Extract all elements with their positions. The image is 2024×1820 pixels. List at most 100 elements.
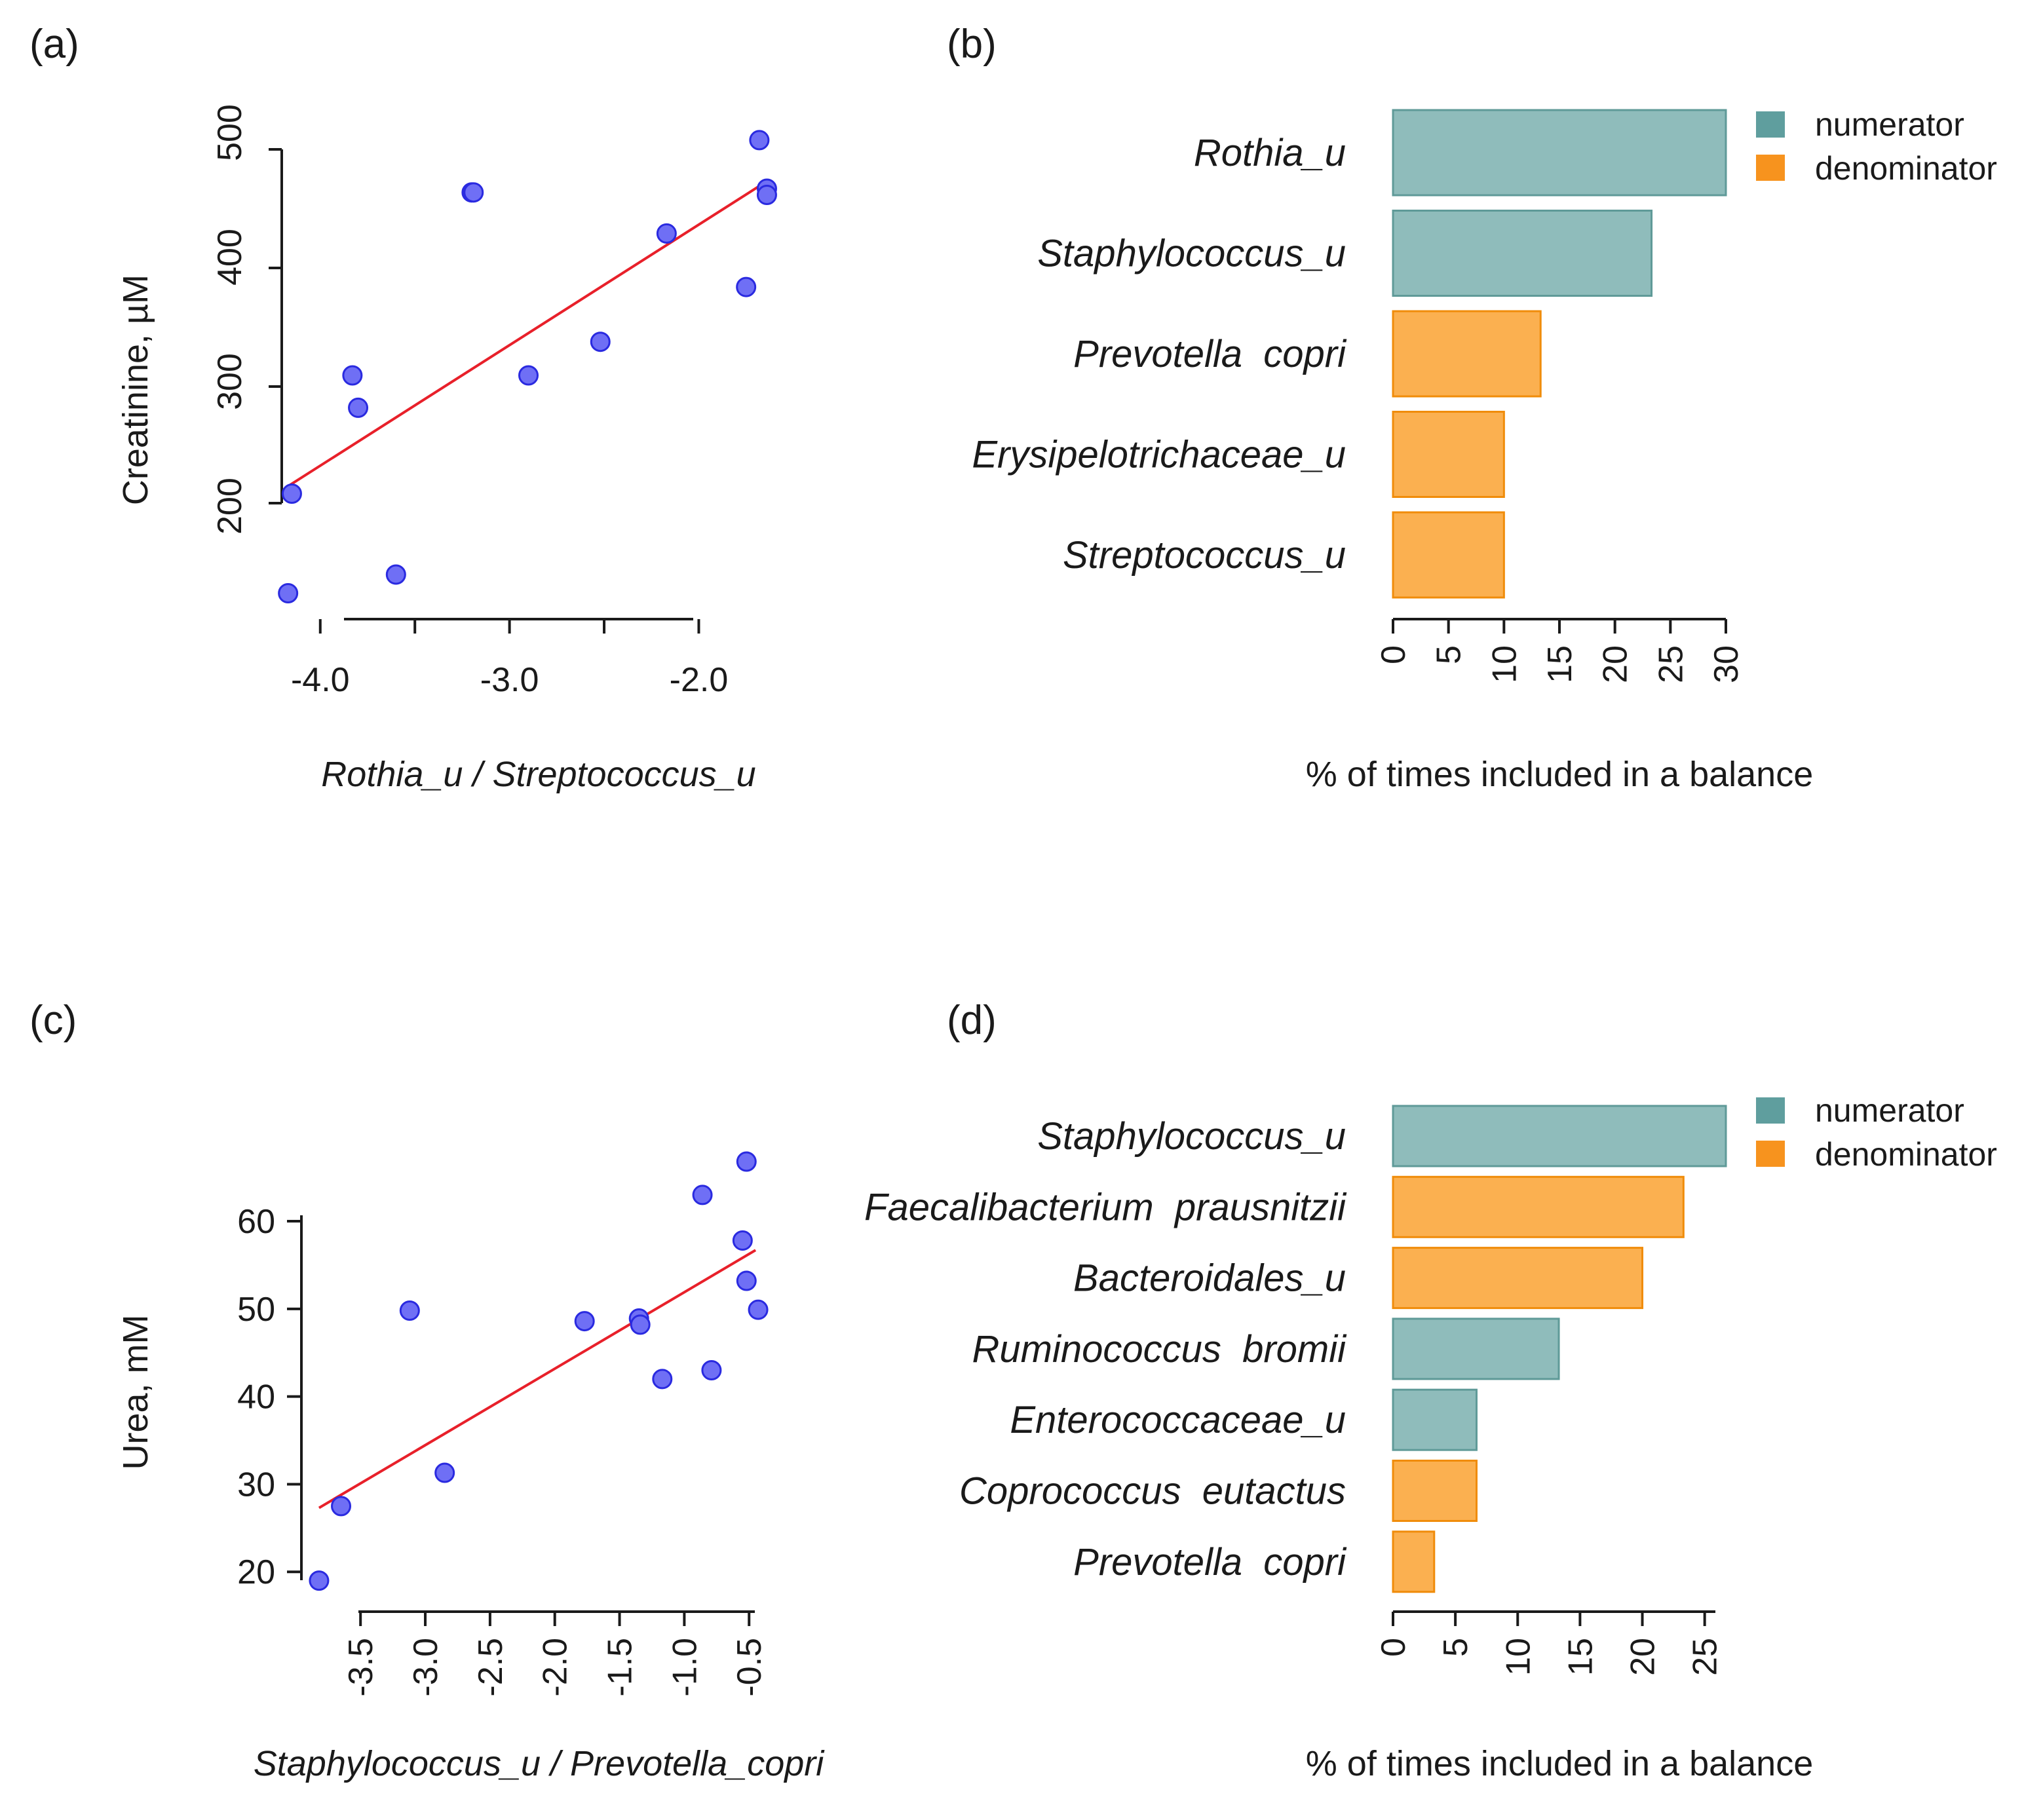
d-category-label: Bacteroidales_u: [1073, 1257, 1346, 1300]
a-x-tick-label: -3.0: [480, 661, 539, 699]
b-category-label: Rothia_u: [1194, 132, 1346, 174]
panel-b-legend-denominator-swatch: [1756, 155, 1785, 181]
panel-d-bars: [1392, 1105, 1727, 1593]
b-category-label: Streptococcus_u: [1063, 534, 1346, 577]
c-x-tick-label: -2.0: [537, 1638, 575, 1697]
panel-b-legend-denominator-label: denominator: [1815, 150, 1997, 187]
a-y-tick-label: 300: [211, 353, 249, 410]
c-data-point: [732, 1230, 753, 1251]
c-data-point: [701, 1360, 722, 1380]
panel-a-scatter: (a) -4.0 -3.0 -2.0 200 300 400 500 Creatinine…: [29, 22, 777, 794]
b-category-label: Prevotella copri: [1073, 333, 1347, 375]
panel-d-legend-denominator-label: denominator: [1815, 1136, 1997, 1173]
c-data-point: [748, 1299, 769, 1320]
d-bar: [1392, 1175, 1685, 1238]
a-data-point: [281, 483, 302, 504]
panel-c-fit-line: [318, 1249, 757, 1509]
d-x-tick-label: 0: [1375, 1638, 1413, 1657]
panel-d-legend: numerator denominator: [1756, 1092, 1997, 1173]
panel-c-y-ticks: [287, 1220, 301, 1574]
b-bar: [1392, 210, 1653, 297]
panel-c-y-tick-labels: 20 30 40 50 60: [237, 1203, 275, 1591]
c-data-point: [630, 1314, 651, 1335]
b-bar: [1392, 511, 1505, 599]
d-category-label: Faecalibacterium prausnitzii: [864, 1186, 1347, 1228]
panel-a-x-ticks: [318, 619, 700, 634]
d-x-tick-label: 15: [1561, 1638, 1599, 1676]
a-data-point: [518, 365, 539, 386]
panel-a-y-axis-title: Creatinine, µM: [116, 275, 155, 505]
d-category-label: Coprococcus eutactus: [959, 1470, 1346, 1513]
c-data-point: [692, 1185, 713, 1205]
panel-a-y-axis: [269, 148, 283, 504]
panel-d-legend-numerator-swatch: [1756, 1097, 1785, 1124]
d-x-tick-label: 25: [1687, 1638, 1725, 1676]
c-x-tick-label: -1.5: [601, 1638, 640, 1697]
b-x-tick-label: 30: [1708, 645, 1746, 683]
d-bar: [1392, 1530, 1436, 1593]
c-data-point: [309, 1570, 330, 1591]
d-x-tick-label: 10: [1499, 1638, 1537, 1676]
c-y-tick-label: 40: [237, 1378, 275, 1416]
panel-c-x-tick-labels: -3.5 -3.0 -2.5 -2.0 -1.5 -1.0 -0.5: [342, 1638, 769, 1697]
a-data-point: [756, 185, 777, 205]
c-data-point: [736, 1270, 757, 1291]
d-bar: [1392, 1105, 1727, 1167]
a-x-tick-label: -4.0: [291, 661, 350, 699]
panel-d-legend-denominator-swatch: [1756, 1141, 1785, 1167]
panel-d-x-tick-labels: 0 5 10 15 20 25: [1375, 1638, 1725, 1676]
a-data-point: [463, 182, 484, 203]
panel-a-y-tick-labels: 200 300 400 500: [211, 104, 249, 535]
a-y-tick-label: 500: [211, 104, 249, 161]
panel-c-label: (c): [29, 998, 77, 1043]
a-data-point: [385, 564, 406, 585]
panel-c-x-axis-title: Staphylococcus_u / Prevotella_copri: [254, 1744, 825, 1783]
panel-d-x-axis-title: % of times included in a balance: [1306, 1744, 1813, 1783]
d-x-tick-label: 20: [1624, 1638, 1662, 1676]
a-y-tick-label: 200: [211, 478, 249, 535]
c-x-tick-label: -3.5: [342, 1638, 380, 1697]
b-x-tick-label: 10: [1485, 645, 1523, 683]
panel-b-category-labels: Rothia_u Staphylococcus_u Prevotella copri…: [972, 132, 1347, 577]
b-bar: [1392, 310, 1542, 398]
panel-a-label: (a): [29, 22, 79, 67]
panel-a-points: [278, 130, 777, 603]
b-category-label: Erysipelotrichaceae_u: [972, 434, 1346, 476]
d-bar: [1392, 1460, 1478, 1522]
a-data-point: [342, 365, 363, 386]
a-data-point: [348, 397, 369, 418]
panel-d-x-ticks: [1392, 1612, 1706, 1626]
c-data-point: [652, 1369, 673, 1390]
panel-b-legend-numerator-label: numerator: [1815, 106, 1964, 143]
b-x-tick-label: 25: [1652, 645, 1690, 683]
b-x-tick-label: 5: [1430, 645, 1468, 664]
c-y-tick-label: 20: [237, 1553, 275, 1591]
b-x-tick-label: 15: [1541, 645, 1579, 683]
d-category-label: Staphylococcus_u: [1037, 1115, 1346, 1158]
panel-b-legend-numerator-swatch: [1756, 111, 1785, 138]
d-category-label: Ruminococcus bromii: [972, 1328, 1347, 1371]
c-data-point: [434, 1462, 455, 1483]
a-regression-line: [287, 180, 768, 487]
panel-a-x-axis-title: Rothia_u / Streptococcus_u: [321, 755, 755, 794]
c-x-tick-label: -2.5: [472, 1638, 510, 1697]
panel-c-x-ticks: [359, 1612, 751, 1626]
a-data-point: [278, 583, 299, 603]
panel-d-label: (d): [947, 998, 997, 1043]
c-y-tick-label: 30: [237, 1466, 275, 1504]
d-bar: [1392, 1388, 1478, 1451]
a-data-point: [590, 332, 611, 352]
c-data-point: [399, 1300, 420, 1321]
panel-a-fit-line: [287, 180, 768, 487]
panel-b-x-axis-title: % of times included in a balance: [1306, 755, 1813, 794]
b-x-tick-label: 20: [1597, 645, 1635, 683]
panel-a-x-tick-labels: -4.0 -3.0 -2.0: [291, 661, 728, 699]
panel-d-bar-chart: (d) Staphylococcus_u Faecalibacterium pra…: [864, 998, 1997, 1783]
panel-d-category-labels: Staphylococcus_u Faecalibacterium prausni…: [864, 1115, 1347, 1583]
panel-c-points: [309, 1151, 769, 1591]
a-y-tick-label: 400: [211, 229, 249, 286]
c-x-tick-label: -1.0: [666, 1638, 704, 1697]
d-bar: [1392, 1318, 1560, 1380]
panel-b-x-ticks: [1392, 619, 1727, 634]
a-data-point: [656, 223, 677, 244]
